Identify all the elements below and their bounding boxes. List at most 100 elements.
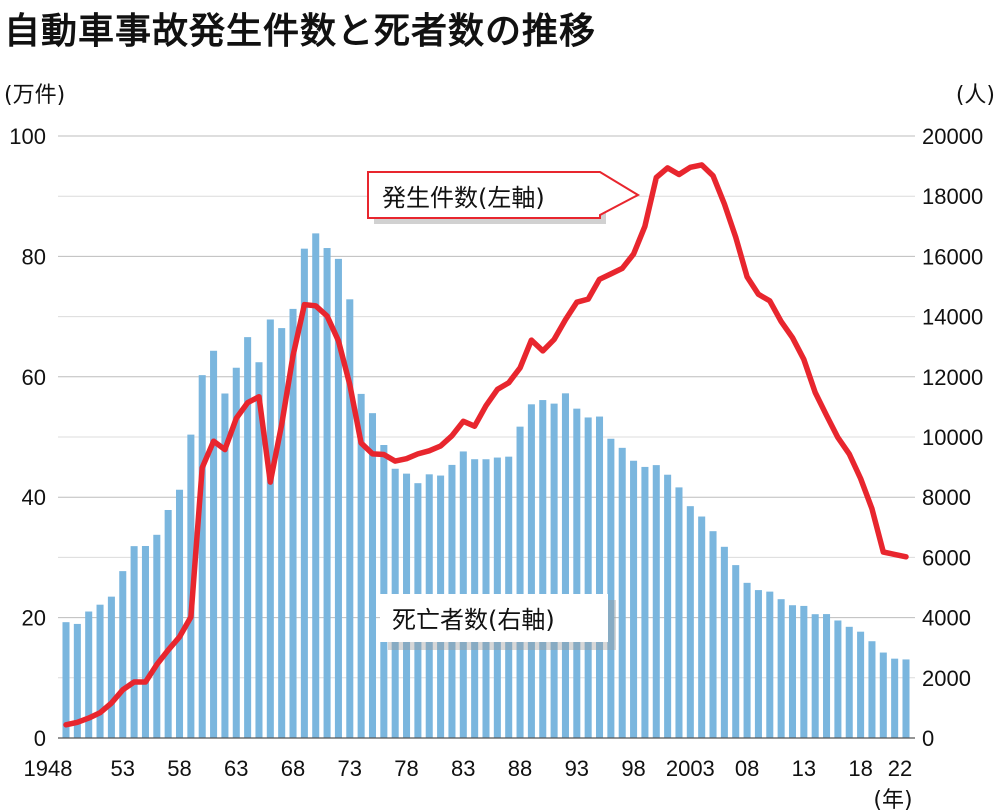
point-accidents-1956 (155, 663, 159, 667)
bar-deaths-1952 (107, 596, 115, 738)
x-tick-label: 08 (735, 756, 759, 781)
x-tick-label: 93 (565, 756, 589, 781)
callouts: 発生件数(左軸) 死亡者数(右軸) (367, 171, 641, 650)
bar-deaths-1954 (130, 546, 138, 738)
bar-deaths-2015 (823, 614, 831, 738)
bar-deaths-1992 (561, 393, 569, 738)
point-accidents-2022 (904, 555, 908, 559)
point-accidents-1955 (143, 680, 147, 684)
bar-deaths-1996 (607, 438, 615, 738)
bar-deaths-1993 (573, 408, 581, 738)
right-tick-label: 4000 (922, 606, 971, 631)
point-accidents-2009 (756, 292, 760, 296)
bar-deaths-2005 (709, 531, 717, 738)
point-accidents-1948 (64, 723, 68, 727)
x-tick-label: 58 (167, 756, 191, 781)
point-accidents-2003 (688, 165, 692, 169)
point-accidents-1980 (427, 449, 431, 453)
x-tick-label: 63 (224, 756, 248, 781)
point-accidents-1966 (268, 480, 272, 484)
point-accidents-1953 (121, 688, 125, 692)
left-tick-label: 80 (22, 244, 46, 269)
point-accidents-1984 (473, 424, 477, 428)
point-accidents-2018 (859, 477, 863, 481)
point-accidents-1964 (246, 401, 250, 405)
bar-deaths-1957 (164, 509, 172, 738)
point-accidents-2010 (768, 299, 772, 303)
point-accidents-1951 (98, 711, 102, 715)
bar-deaths-2007 (732, 565, 740, 738)
point-accidents-2005 (711, 174, 715, 178)
bar-deaths-1966 (266, 319, 274, 738)
point-accidents-1952 (109, 701, 113, 705)
point-accidents-1990 (541, 349, 545, 353)
callout-label-accidents: 発生件数(左軸) (382, 184, 545, 212)
point-accidents-1960 (200, 466, 204, 470)
bar-deaths-1998 (630, 460, 638, 738)
bar-deaths-1970 (312, 233, 320, 738)
point-accidents-2001 (666, 166, 670, 170)
bar-deaths-2013 (800, 605, 808, 738)
x-tick-label: 73 (338, 756, 362, 781)
point-accidents-1991 (552, 337, 556, 341)
right-tick-label: 20000 (922, 124, 983, 149)
bar-deaths-1972 (334, 258, 342, 738)
point-accidents-1986 (495, 387, 499, 391)
point-accidents-1967 (280, 422, 284, 426)
bar-deaths-1971 (323, 248, 331, 738)
x-tick-label: 13 (792, 756, 816, 781)
bar-deaths-1960 (198, 375, 206, 738)
bar-deaths-2011 (777, 599, 785, 738)
point-accidents-1949 (75, 720, 79, 724)
bar-deaths-2020 (879, 652, 887, 738)
point-accidents-2012 (790, 336, 794, 340)
bar-deaths-1990 (539, 400, 547, 738)
x-tick-label: 2003 (666, 756, 715, 781)
point-accidents-1963 (234, 416, 238, 420)
bar-deaths-1965 (255, 362, 263, 738)
bar-deaths-1975 (368, 413, 377, 738)
point-accidents-1992 (563, 318, 567, 322)
right-tick-label: 12000 (922, 365, 983, 390)
callout-box-deaths (380, 594, 608, 642)
point-accidents-2015 (825, 413, 829, 417)
x-axis-unit: (年) (873, 788, 912, 810)
bar-deaths-1974 (357, 393, 365, 738)
bar-deaths-2008 (743, 582, 751, 738)
point-accidents-1962 (223, 448, 227, 452)
axes: 0 20 40 60 80 100 0 2000 4000 6000 8000 10000 12000 1… (4, 83, 995, 810)
point-accidents-1974 (359, 441, 363, 445)
right-tick-label: 2000 (922, 666, 971, 691)
right-tick-label: 10000 (922, 425, 983, 450)
point-accidents-1975 (370, 452, 374, 456)
bar-deaths-1949 (73, 623, 81, 738)
point-accidents-1995 (598, 277, 602, 281)
point-accidents-2008 (745, 275, 749, 279)
point-accidents-1985 (484, 404, 488, 408)
point-accidents-1959 (189, 615, 193, 619)
right-tick-label: 14000 (922, 305, 983, 330)
bar-deaths-1968 (289, 308, 297, 738)
point-accidents-1965 (257, 395, 261, 399)
point-accidents-1999 (643, 224, 647, 228)
point-accidents-1970 (314, 304, 318, 308)
bar-deaths-1956 (153, 534, 161, 738)
point-accidents-1981 (439, 444, 443, 448)
x-tick-label: 53 (111, 756, 135, 781)
point-accidents-1993 (575, 300, 579, 304)
left-tick-label: 20 (22, 606, 46, 631)
bar-deaths-2016 (834, 620, 842, 738)
bar-deaths-2004 (698, 516, 706, 738)
point-accidents-1972 (336, 339, 340, 343)
right-tick-label: 8000 (922, 485, 971, 510)
point-accidents-1969 (302, 303, 306, 307)
bar-deaths-1963 (232, 367, 240, 738)
point-accidents-1994 (586, 297, 590, 301)
bar-deaths-2021 (891, 658, 899, 738)
bar-deaths-1973 (346, 299, 354, 738)
line-series-accidents (63, 162, 909, 728)
right-tick-label: 0 (922, 726, 934, 751)
bar-deaths-2019 (868, 641, 876, 738)
left-tick-label: 0 (34, 726, 46, 751)
bar-deaths-1964 (244, 337, 252, 738)
